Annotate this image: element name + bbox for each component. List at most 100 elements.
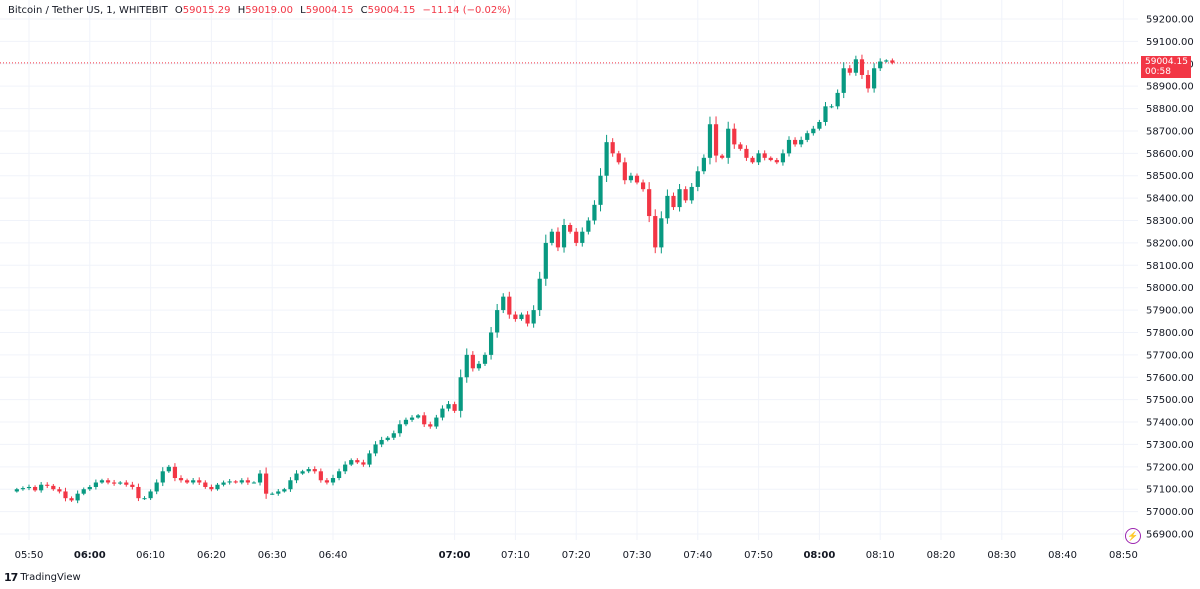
candle[interactable] xyxy=(817,119,822,131)
candle[interactable] xyxy=(665,189,670,224)
candle[interactable] xyxy=(792,137,798,147)
candle[interactable] xyxy=(264,467,269,499)
candle[interactable] xyxy=(434,414,439,429)
candle[interactable] xyxy=(373,441,378,457)
candle[interactable] xyxy=(75,490,80,504)
candle[interactable] xyxy=(750,156,755,164)
candle[interactable] xyxy=(81,487,86,496)
candle[interactable] xyxy=(616,150,621,165)
candle[interactable] xyxy=(215,483,220,491)
candle[interactable] xyxy=(531,305,536,328)
candle[interactable] xyxy=(689,183,694,204)
candle[interactable] xyxy=(647,182,652,223)
candle[interactable] xyxy=(99,478,105,484)
candle[interactable] xyxy=(428,421,433,429)
candle[interactable] xyxy=(495,303,500,338)
candle[interactable] xyxy=(580,227,585,247)
candle[interactable] xyxy=(732,123,737,149)
candle[interactable] xyxy=(768,156,773,162)
candle[interactable] xyxy=(811,125,816,136)
candle[interactable] xyxy=(513,311,518,322)
candle[interactable] xyxy=(726,121,731,164)
candle[interactable] xyxy=(203,480,208,489)
candle[interactable] xyxy=(549,228,554,246)
candle[interactable] xyxy=(118,481,123,485)
candle[interactable] xyxy=(361,459,366,467)
candle[interactable] xyxy=(561,218,567,253)
candle[interactable] xyxy=(568,222,573,234)
candle[interactable] xyxy=(239,478,244,485)
candle[interactable] xyxy=(628,172,634,183)
candle[interactable] xyxy=(300,469,305,475)
candle[interactable] xyxy=(312,466,317,474)
candle[interactable] xyxy=(379,436,384,448)
candle[interactable] xyxy=(391,430,396,441)
candle[interactable] xyxy=(282,487,287,493)
candle[interactable] xyxy=(622,157,627,185)
candle[interactable] xyxy=(604,134,609,182)
candle[interactable] xyxy=(774,157,779,165)
candle[interactable] xyxy=(847,65,852,76)
candle[interactable] xyxy=(409,415,415,422)
candle[interactable] xyxy=(872,63,877,93)
candle[interactable] xyxy=(330,474,336,486)
candle[interactable] xyxy=(251,481,257,484)
price-axis[interactable]: 59200.0059100.0059000.0058900.0058800.00… xyxy=(1146,15,1194,541)
candle[interactable] xyxy=(69,496,74,502)
candle[interactable] xyxy=(677,184,682,212)
candle[interactable] xyxy=(695,166,700,192)
candle[interactable] xyxy=(349,458,354,467)
candle[interactable] xyxy=(853,55,858,76)
time-axis[interactable]: 05:50 06:00 06:10 06:20 06:30 06:40 07:00 07:10… xyxy=(15,550,1138,561)
candle[interactable] xyxy=(738,142,743,151)
candle[interactable] xyxy=(318,468,323,483)
candle[interactable] xyxy=(799,136,804,148)
candle[interactable] xyxy=(805,130,810,143)
candle[interactable] xyxy=(172,463,178,482)
candle[interactable] xyxy=(63,487,68,502)
candle[interactable] xyxy=(343,461,348,475)
candle[interactable] xyxy=(525,311,530,327)
candle[interactable] xyxy=(507,291,512,319)
candle[interactable] xyxy=(713,116,719,163)
candle[interactable] xyxy=(598,168,603,212)
candle[interactable] xyxy=(446,400,451,412)
candle[interactable] xyxy=(592,200,597,225)
candle[interactable] xyxy=(336,468,342,481)
candle[interactable] xyxy=(519,312,524,321)
candle[interactable] xyxy=(403,417,409,427)
candle[interactable] xyxy=(501,293,506,314)
candle[interactable] xyxy=(707,116,713,165)
candle[interactable] xyxy=(148,489,153,500)
candle[interactable] xyxy=(786,136,792,157)
candle[interactable] xyxy=(470,351,475,372)
candle[interactable] xyxy=(829,104,834,109)
candle[interactable] xyxy=(112,479,117,486)
candle[interactable] xyxy=(671,192,676,210)
candle[interactable] xyxy=(26,484,32,491)
candle[interactable] xyxy=(57,486,62,494)
candle[interactable] xyxy=(32,485,38,492)
candle[interactable] xyxy=(440,405,445,421)
candle[interactable] xyxy=(124,480,129,487)
candle[interactable] xyxy=(482,352,488,366)
candle[interactable] xyxy=(276,489,281,496)
candle[interactable] xyxy=(683,186,688,203)
candle[interactable] xyxy=(355,458,360,465)
candle[interactable] xyxy=(93,479,98,490)
candle[interactable] xyxy=(45,482,50,489)
candle[interactable] xyxy=(458,369,463,418)
candle[interactable] xyxy=(416,413,421,419)
candle[interactable] xyxy=(270,492,275,495)
candle[interactable] xyxy=(476,361,482,371)
candle[interactable] xyxy=(14,487,19,493)
candle[interactable] xyxy=(385,436,390,442)
candles[interactable] xyxy=(14,54,895,504)
candle[interactable] xyxy=(221,480,226,487)
candle[interactable] xyxy=(142,496,147,500)
candle[interactable] xyxy=(166,464,171,473)
candle[interactable] xyxy=(209,484,214,492)
candle[interactable] xyxy=(367,450,372,468)
candle[interactable] xyxy=(841,62,846,99)
